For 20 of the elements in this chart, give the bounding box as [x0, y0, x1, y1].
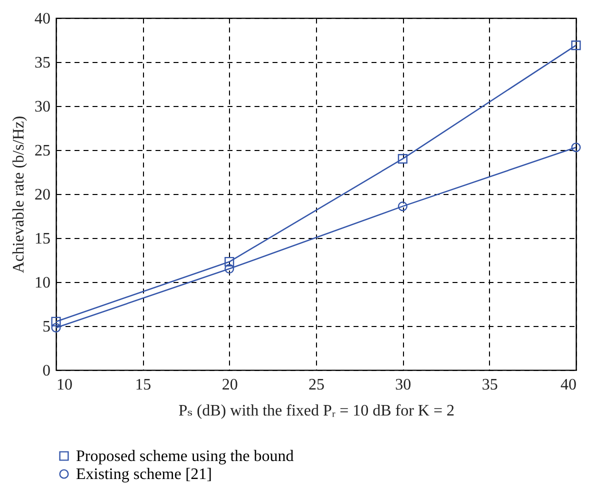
y-tick-label: 30 — [34, 98, 50, 116]
y-tick-label: 5 — [42, 318, 50, 336]
legend-label: Existing scheme [21] — [76, 466, 212, 483]
y-tick-label: 40 — [34, 10, 50, 28]
x-tick-label: 20 — [222, 376, 238, 394]
legend-label: Proposed scheme using the bound — [76, 448, 294, 465]
x-tick-label: 30 — [395, 376, 412, 394]
y-tick-label: 25 — [34, 142, 50, 160]
y-tick-label: 35 — [34, 54, 50, 72]
x-tick-label: 10 — [56, 376, 72, 394]
y-tick-label: 0 — [42, 362, 50, 380]
x-tick-label: 15 — [135, 376, 152, 394]
y-tick-label: 20 — [34, 186, 50, 204]
y-tick-label: 10 — [34, 274, 50, 292]
x-tick-label: 40 — [560, 376, 576, 394]
x-axis-title: Pₛ (dB) with the fixed Pᵣ = 10 dB for K = 2 — [178, 402, 454, 420]
x-tick-label: 35 — [482, 376, 498, 394]
y-tick-label: 15 — [34, 230, 50, 248]
x-tick-label: 25 — [308, 376, 324, 394]
y-axis-title: Achievable rate (b/s/Hz) — [10, 116, 28, 274]
